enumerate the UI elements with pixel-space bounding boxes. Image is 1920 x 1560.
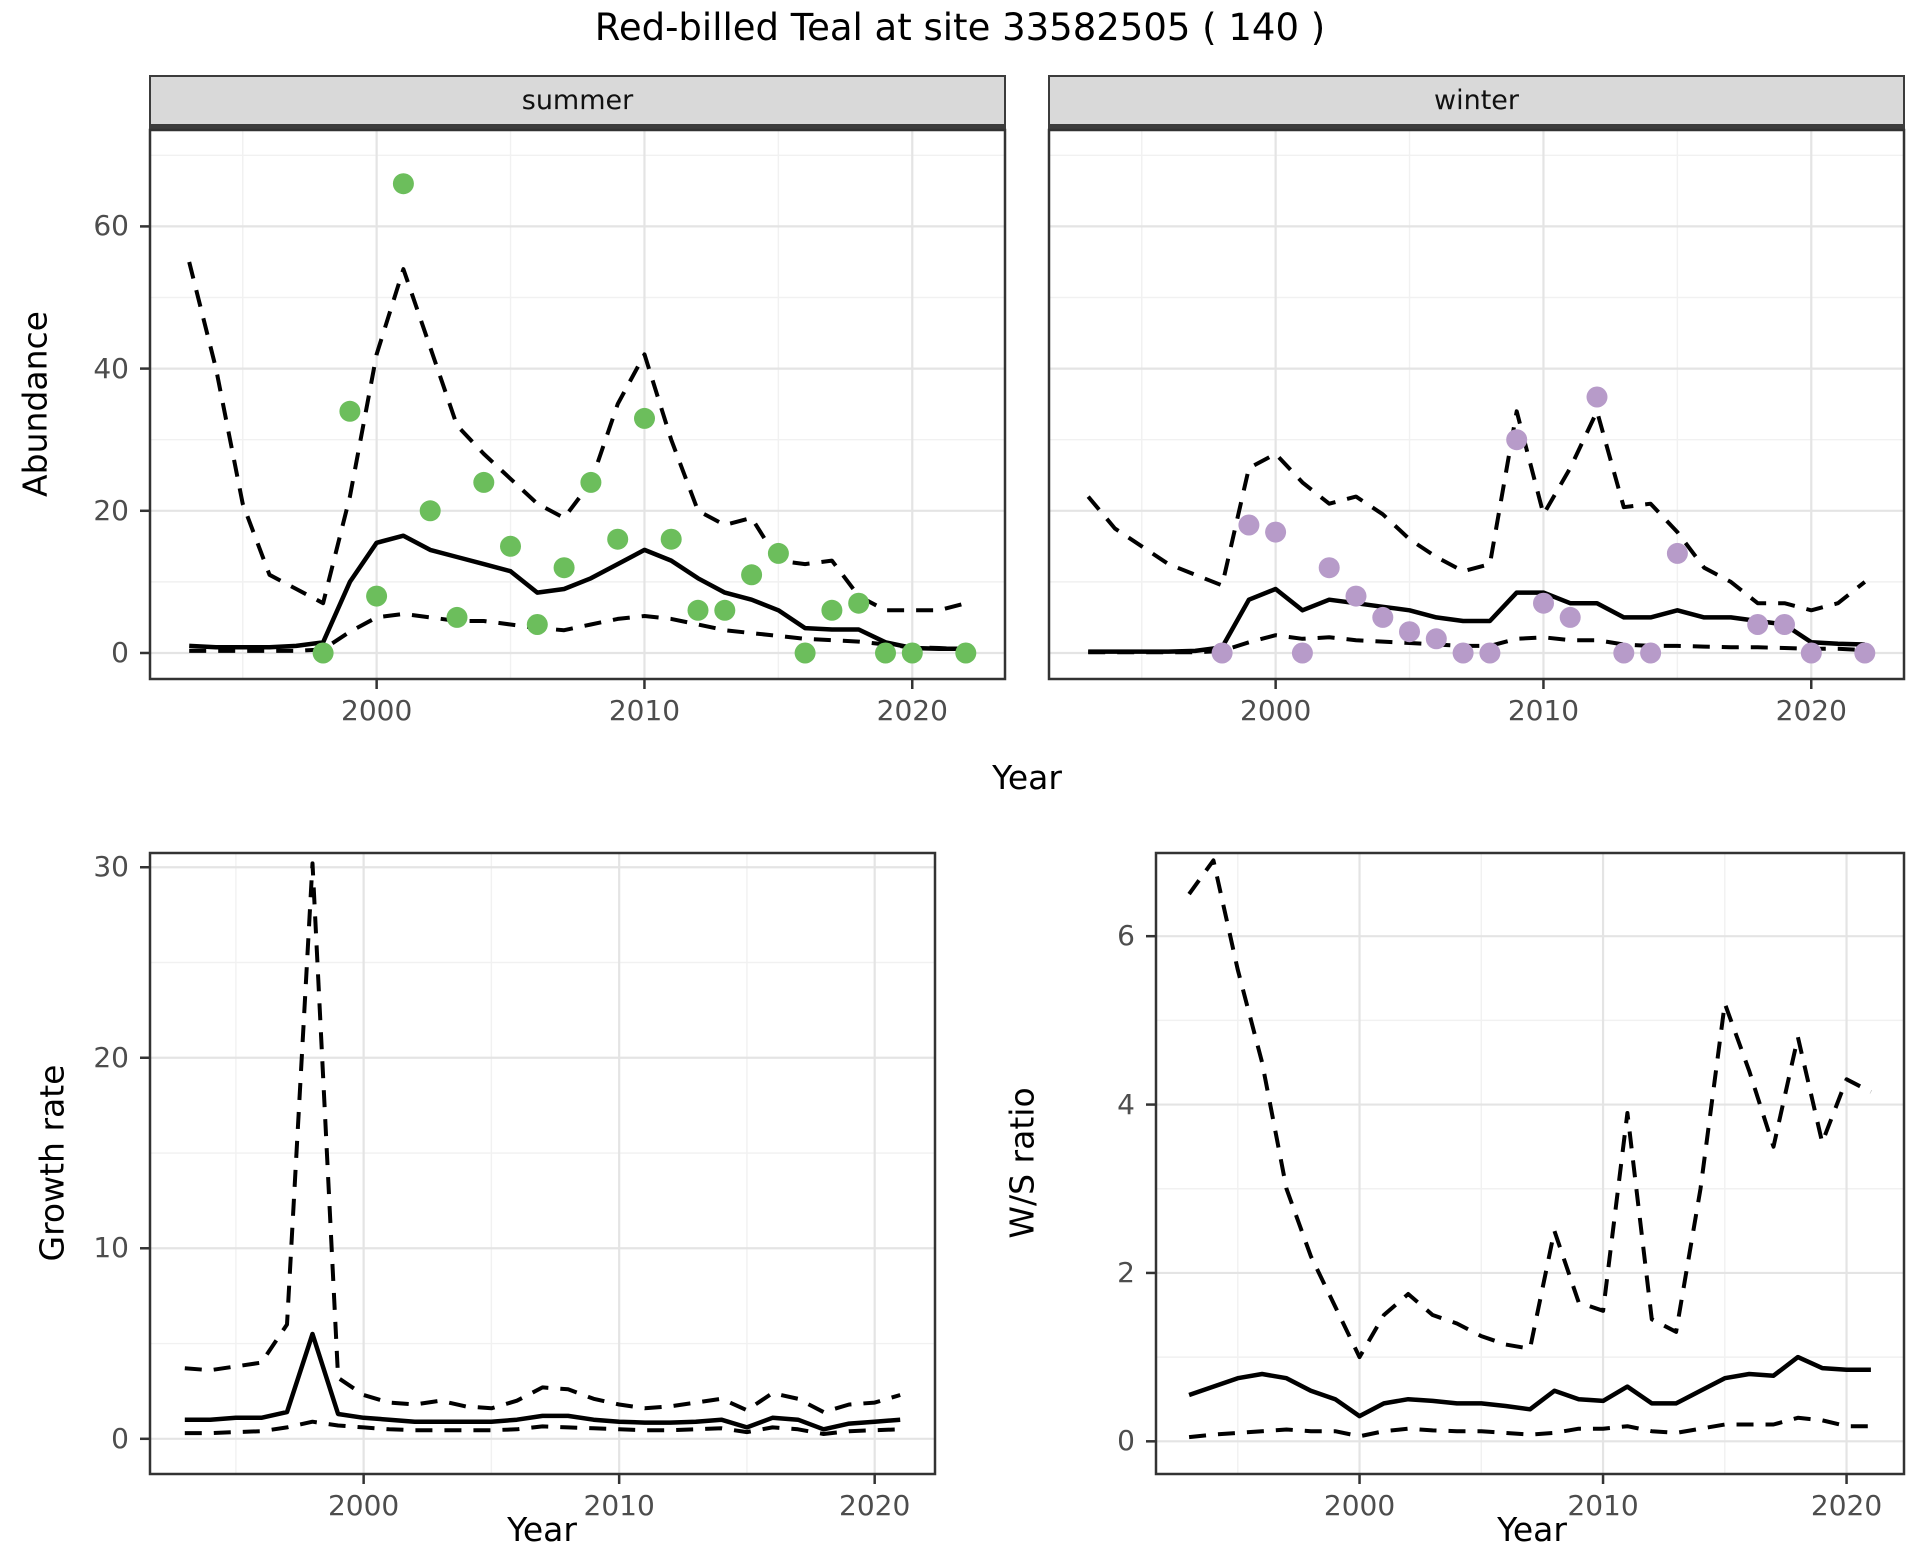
y-tick-label: 30 — [93, 850, 129, 884]
y-tick-label: 0 — [1117, 1424, 1135, 1458]
upper-95ci-line — [1187, 858, 1872, 1360]
x-tick-label: 2020 — [876, 694, 948, 727]
abundance-winter-panel — [1047, 128, 1906, 689]
y-tick-label: 0 — [111, 635, 129, 669]
x-tick-label: 2000 — [341, 694, 413, 727]
grid-major — [149, 852, 936, 1475]
panel-border — [148, 128, 1007, 681]
tick-marks — [140, 225, 914, 689]
facet-strip-winter-label: winter — [1434, 85, 1519, 116]
ws-ratio-panel — [1146, 851, 1906, 1484]
growth-rate-panel — [140, 851, 937, 1484]
ws-year-axis-title: Year — [1497, 1510, 1567, 1549]
tick-marks — [140, 865, 876, 1484]
y-tick-label: 6 — [1117, 919, 1135, 953]
observed-count-points — [1211, 386, 1876, 664]
median-line — [189, 533, 966, 651]
upper-95ci-line — [187, 261, 967, 613]
x-tick-label: 2010 — [608, 694, 681, 727]
x-tick-label: 2010 — [1507, 694, 1580, 727]
x-tick-label: 2000 — [327, 1489, 400, 1522]
x-tick-label: 2010 — [1567, 1489, 1639, 1522]
x-tick-label: 2020 — [1810, 1489, 1883, 1522]
upper-95ci-line — [1086, 409, 1867, 613]
panel-border — [148, 851, 937, 1476]
figure-title: Red-billed Teal at site 33582505 ( 140 ) — [594, 6, 1326, 49]
abundance-summer-panel — [140, 128, 1007, 689]
ws-ratio-axis-title: W/S ratio — [1002, 1087, 1042, 1239]
y-tick-label: 0 — [111, 1421, 129, 1455]
x-tick-label: 2020 — [1775, 694, 1847, 727]
median-line — [184, 1331, 901, 1432]
panel-border — [1154, 851, 1906, 1476]
y-tick-label: 4 — [1117, 1087, 1135, 1121]
y-tick-label: 20 — [93, 1040, 129, 1074]
y-tick-label: 40 — [93, 351, 129, 385]
y-tick-label: 60 — [93, 209, 129, 243]
grid-major — [149, 129, 1006, 680]
tick-marks — [1274, 680, 1813, 689]
tick-marks — [1146, 934, 1848, 1484]
median-line — [1188, 1354, 1871, 1419]
growth-year-axis-title: Year — [507, 1510, 577, 1549]
facet-strip-summer: summer — [149, 75, 1006, 129]
y-tick-label: 20 — [93, 493, 129, 527]
x-tick-label: 2010 — [583, 1489, 655, 1522]
facet-strip-winter: winter — [1048, 75, 1905, 129]
x-tick-label: 2000 — [1240, 694, 1312, 727]
top-year-axis-title: Year — [992, 758, 1062, 797]
abundance-axis-title: Abundance — [15, 311, 55, 497]
x-tick-label: 2000 — [1323, 1489, 1396, 1522]
facet-strip-summer-label: summer — [521, 85, 634, 116]
panel-border — [1047, 128, 1906, 681]
observed-count-points — [312, 173, 977, 664]
y-tick-label: 2 — [1117, 1255, 1135, 1289]
grid-minor — [1155, 852, 1905, 1475]
y-tick-label: 10 — [93, 1231, 129, 1265]
grid-minor — [149, 852, 936, 1475]
lower-95ci-line — [184, 1419, 901, 1436]
upper-95ci-line — [184, 861, 901, 1415]
x-tick-label: 2020 — [839, 1489, 911, 1522]
grid-minor — [1048, 129, 1905, 680]
grid-major — [1155, 852, 1905, 1475]
